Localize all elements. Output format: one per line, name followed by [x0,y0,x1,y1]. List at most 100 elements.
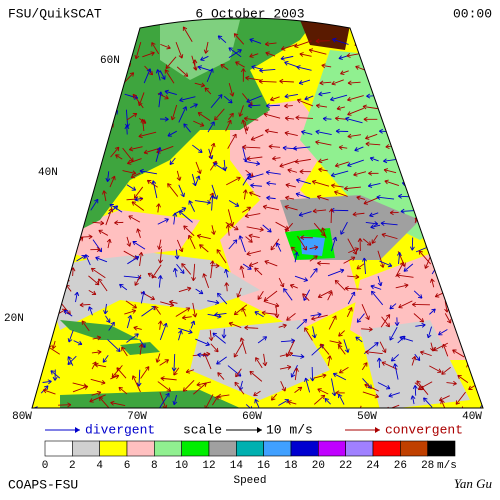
wind-vector-head [239,337,245,342]
wind-vector [429,365,442,373]
wind-vector-head [384,179,389,185]
wind-vector [369,212,379,217]
colorbar-label: 2 [69,460,76,472]
wind-vector-head [455,126,460,131]
wind-vector-head [387,91,392,97]
wind-vector-head [419,53,425,59]
wind-vector-head [234,225,239,231]
wind-vector [122,147,134,162]
wind-vector [195,288,204,295]
wind-vector [472,194,483,198]
wind-vector-head [382,348,387,353]
wind-vector [399,336,414,342]
wind-vector [206,68,213,83]
wind-vector-head [393,363,398,368]
wind-vector [165,56,177,69]
wind-vector-head [229,92,235,97]
wind-vector-head [319,343,325,348]
region [40,250,260,330]
wind-vector-head [248,406,253,408]
wind-vector [475,120,483,123]
wind-vector-head [222,417,226,421]
wind-vector [225,222,239,231]
wind-vector [414,65,433,69]
wind-vector [403,105,414,110]
wind-vector-head [121,46,126,51]
wind-vector [90,407,99,408]
wind-vector-head [381,361,387,366]
wind-vector-head [463,259,469,264]
wind-vector-head [134,281,139,286]
wind-vector [397,147,415,153]
wind-vector [472,68,482,72]
wind-vector-head [161,75,166,80]
wind-vector [126,184,136,191]
wind-vector [18,45,20,55]
wind-vector [217,292,228,305]
wind-vector [126,236,131,247]
wind-vector-head [228,47,233,52]
wind-vector [331,378,336,396]
wind-vector-head [332,236,338,242]
wind-vector [458,117,467,122]
wind-vector-head [60,48,65,53]
wind-vector [91,361,97,370]
wind-vector-head [334,162,340,168]
wind-vector [176,263,185,274]
wind-vector-head [336,105,341,111]
wind-vector-head [421,322,426,328]
wind-vector [429,308,436,315]
colorbar-label: 20 [312,460,325,472]
wind-vector-head [489,392,493,396]
wind-vector [270,238,280,251]
wind-vector-head [158,259,163,264]
wind-vector-head [156,203,161,208]
wind-vector [228,239,238,250]
wind-vector-head [209,68,214,73]
wind-vector-head [370,284,375,290]
wind-vector-head [52,376,58,381]
wind-vector-head [368,58,373,64]
wind-vector-head [453,181,458,187]
wind-vector-head [265,103,270,109]
wind-vector [139,252,142,267]
wind-vector-head [53,212,59,217]
wind-vector [364,384,379,392]
wind-vector-head [212,332,217,338]
wind-vector-head [383,117,388,123]
wind-vector-head [261,310,266,316]
wind-vector [279,352,293,357]
wind-vector-head [61,196,66,202]
wind-vector [297,235,307,251]
wind-vector [130,172,141,178]
wind-vector [465,278,482,289]
wind-vector-head [355,336,360,341]
wind-vector-head [111,175,116,181]
wind-vector [107,339,121,352]
wind-vector [248,234,260,238]
wind-vector [126,125,128,135]
wind-vector-head [328,291,333,296]
wind-vector [72,267,74,277]
wind-vector-head [318,167,323,173]
lon-label: 60W [242,411,262,423]
wind-vector [330,94,348,101]
wind-vector [32,290,38,300]
wind-vector-head [106,318,111,323]
wind-vector [327,355,331,367]
wind-vector-head [42,64,47,69]
wind-vector-head [303,277,308,282]
wind-vector-head [150,51,155,56]
wind-vector [338,344,346,355]
wind-vector-head [446,319,452,324]
wind-vector-head [441,370,446,375]
wind-vector-head [437,273,442,279]
wind-vector-head [224,282,230,287]
wind-vector-head [238,235,244,240]
wind-vector-head [14,107,18,111]
wind-vector [381,361,398,370]
wind-vector [437,274,450,277]
wind-vector-head [197,169,202,174]
wind-vector-head [313,255,318,260]
wind-vector-head [236,176,241,182]
